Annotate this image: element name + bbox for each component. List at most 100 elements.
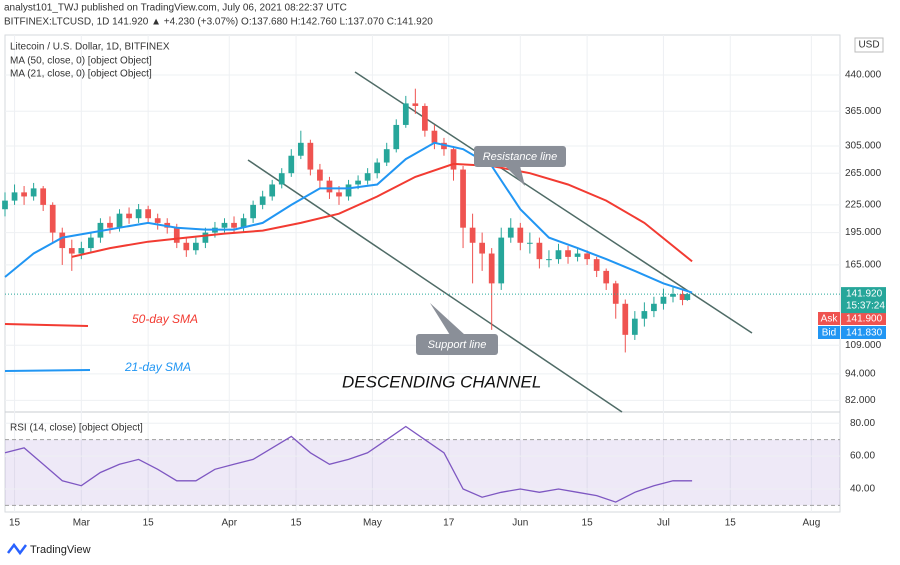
x-tick-label: Apr: [221, 518, 237, 529]
y-tick-label: 165.000: [845, 260, 882, 271]
candle-body: [135, 209, 142, 219]
candle-body: [488, 253, 495, 284]
candle-body: [431, 130, 438, 143]
candle-body: [593, 259, 600, 271]
last-price: 141.920: [846, 289, 883, 300]
rsi-tick-label: 60.00: [850, 451, 875, 462]
rsi-legend: RSI (14, close) [object Object]: [10, 423, 143, 434]
callout-pointer: [505, 166, 525, 186]
candle-body: [11, 192, 18, 201]
countdown: 15:37:24: [846, 301, 885, 312]
footer: TradingView: [30, 544, 91, 556]
candle-body: [250, 204, 256, 219]
x-tick-label: 15: [582, 518, 594, 529]
candle-body: [507, 227, 514, 238]
chart-title: Litecoin / U.S. Dollar, 1D, BITFINEX: [10, 42, 170, 53]
rsi-tick-label: 80.00: [850, 418, 875, 429]
candle-body: [326, 180, 333, 193]
candle-body: [345, 184, 352, 197]
rsi-band: [5, 439, 840, 506]
candle-body: [183, 242, 190, 251]
candle-body: [383, 149, 390, 163]
candle-body: [2, 200, 8, 210]
resistance-trendline: [354, 71, 753, 334]
rsi-line: [4, 425, 693, 503]
candle-body: [651, 303, 657, 312]
candle-body: [546, 259, 552, 261]
candle-body: [498, 237, 505, 284]
candle-body: [59, 232, 66, 249]
publisher: analyst101_TWJ published on TradingView.…: [4, 3, 347, 14]
candle-body: [526, 242, 533, 244]
ask-label: Ask: [821, 314, 839, 325]
candle-body: [574, 253, 581, 257]
candle-body: [555, 250, 562, 260]
ask-tag: [818, 312, 840, 325]
ask-price: 141.900: [846, 314, 883, 325]
plot-frame: [4, 34, 841, 513]
x-tick-label: May: [363, 518, 382, 529]
candle-body: [479, 242, 486, 254]
candle-body: [88, 237, 94, 249]
candle-body: [679, 293, 686, 300]
symbol-info: BITFINEX:LTCUSD, 1D 141.920 ▲ +4.230 (+3…: [4, 17, 433, 28]
candle-body: [107, 222, 113, 228]
y-tick-label: 195.000: [845, 227, 882, 238]
moving-average: [71, 162, 693, 263]
candle-body: [240, 218, 247, 228]
rsi-tick-label: 40.00: [850, 484, 875, 495]
candle-body: [126, 213, 132, 219]
candle-body: [40, 188, 47, 205]
candle-body: [622, 303, 629, 335]
candle-body: [317, 169, 323, 181]
callout-box: [474, 146, 566, 167]
candle-body: [221, 222, 228, 228]
candle-body: [631, 318, 638, 335]
y-tick-label: 109.000: [845, 340, 882, 351]
y-tick-label: 305.000: [845, 141, 882, 152]
candle-body: [460, 169, 466, 228]
candle-body: [402, 103, 409, 125]
candle-body: [145, 209, 152, 219]
last-price-box: [841, 287, 886, 314]
candle-body: [441, 142, 447, 150]
candle-body: [288, 155, 295, 174]
channel-label: DESCENDING CHANNEL: [342, 372, 541, 391]
candle-body: [469, 227, 476, 243]
candle-body: [536, 242, 543, 260]
logo: [7, 542, 27, 556]
candle-body: [684, 294, 691, 300]
candle-body: [565, 250, 571, 257]
candle-body: [278, 173, 285, 185]
sma50-legend-line: [4, 323, 89, 327]
candle-body: [202, 232, 209, 243]
resistance-label: Resistance line: [483, 151, 558, 163]
candle-body: [412, 103, 419, 106]
candle-body: [307, 142, 314, 170]
callout-box: [416, 334, 498, 355]
candle-body: [192, 242, 199, 251]
bid-label: Bid: [822, 328, 836, 339]
candle-body: [269, 184, 276, 197]
x-tick-label: 15: [290, 518, 302, 529]
candle-body: [78, 248, 85, 254]
candle-body: [364, 173, 371, 181]
support-trendline: [247, 159, 623, 413]
candle-body: [231, 222, 237, 228]
legend-entry: MA (21, close, 0) [object Object]: [10, 69, 152, 80]
y-tick-label: 265.000: [845, 168, 882, 179]
x-tick-label: Mar: [73, 518, 91, 529]
candle-body: [49, 204, 56, 233]
candle-body: [641, 311, 648, 319]
candle-body: [154, 218, 161, 223]
bid-price: 141.830: [846, 328, 883, 339]
sma50-label: 50-day SMA: [132, 312, 198, 326]
candle-body: [355, 180, 361, 185]
candle-body: [30, 188, 37, 197]
x-tick-label: 15: [143, 518, 155, 529]
candle-body: [603, 270, 610, 284]
candle-body: [422, 105, 428, 131]
candle-body: [450, 149, 457, 170]
x-tick-label: 15: [9, 518, 21, 529]
